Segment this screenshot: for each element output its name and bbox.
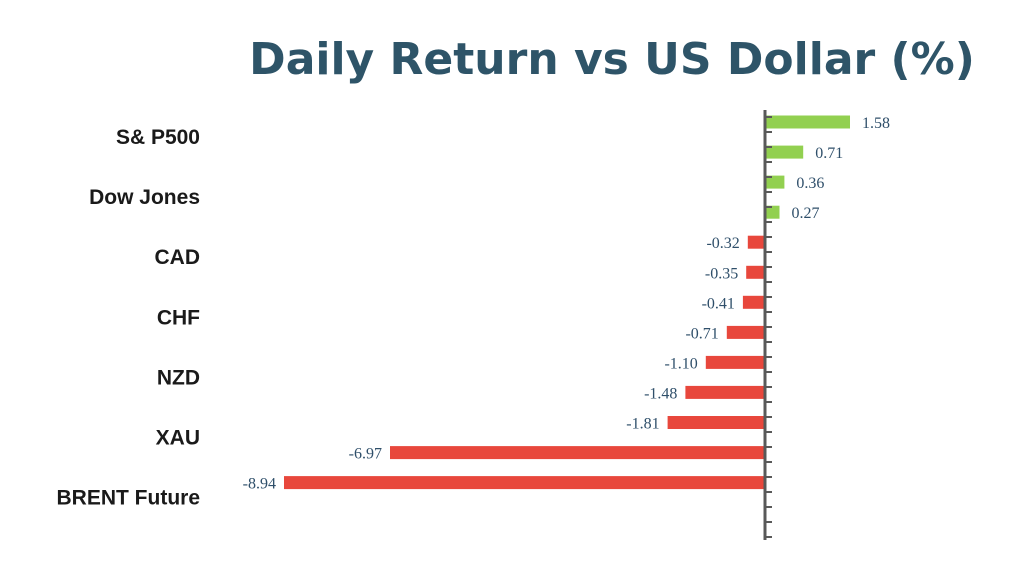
bar bbox=[747, 235, 765, 249]
value-label: -0.41 bbox=[702, 295, 735, 312]
value-label: -1.48 bbox=[644, 385, 677, 402]
category-label: BRENT Future bbox=[57, 487, 201, 510]
bar bbox=[726, 325, 765, 339]
category-label: Dow Jones bbox=[89, 186, 200, 209]
value-label: 0.36 bbox=[796, 175, 824, 192]
bar bbox=[765, 145, 804, 159]
bar bbox=[667, 416, 765, 429]
value-label: 1.58 bbox=[862, 115, 890, 132]
category-label: S& P500 bbox=[116, 126, 200, 149]
value-label: -0.32 bbox=[706, 235, 739, 252]
value-label: -1.10 bbox=[664, 355, 697, 372]
value-label: 0.71 bbox=[815, 145, 843, 162]
chart-title: Daily Return vs US Dollar (%) bbox=[249, 34, 975, 85]
bar bbox=[705, 355, 765, 369]
value-label: -1.81 bbox=[626, 416, 659, 433]
bar bbox=[746, 265, 765, 279]
category-label: NZD bbox=[157, 366, 200, 389]
bar bbox=[765, 175, 785, 189]
value-label: -6.97 bbox=[349, 446, 382, 463]
bar bbox=[284, 476, 765, 490]
category-label: CAD bbox=[155, 246, 201, 269]
bar bbox=[765, 115, 850, 129]
category-label: XAU bbox=[156, 427, 200, 450]
value-label: 0.27 bbox=[792, 205, 820, 222]
value-label: -0.35 bbox=[705, 265, 738, 282]
bar bbox=[765, 205, 780, 219]
bar bbox=[390, 446, 765, 460]
bar bbox=[742, 295, 765, 309]
value-label: -0.71 bbox=[685, 325, 718, 342]
category-label: CHF bbox=[157, 306, 200, 329]
bar bbox=[685, 385, 765, 399]
value-label: -8.94 bbox=[243, 476, 276, 493]
